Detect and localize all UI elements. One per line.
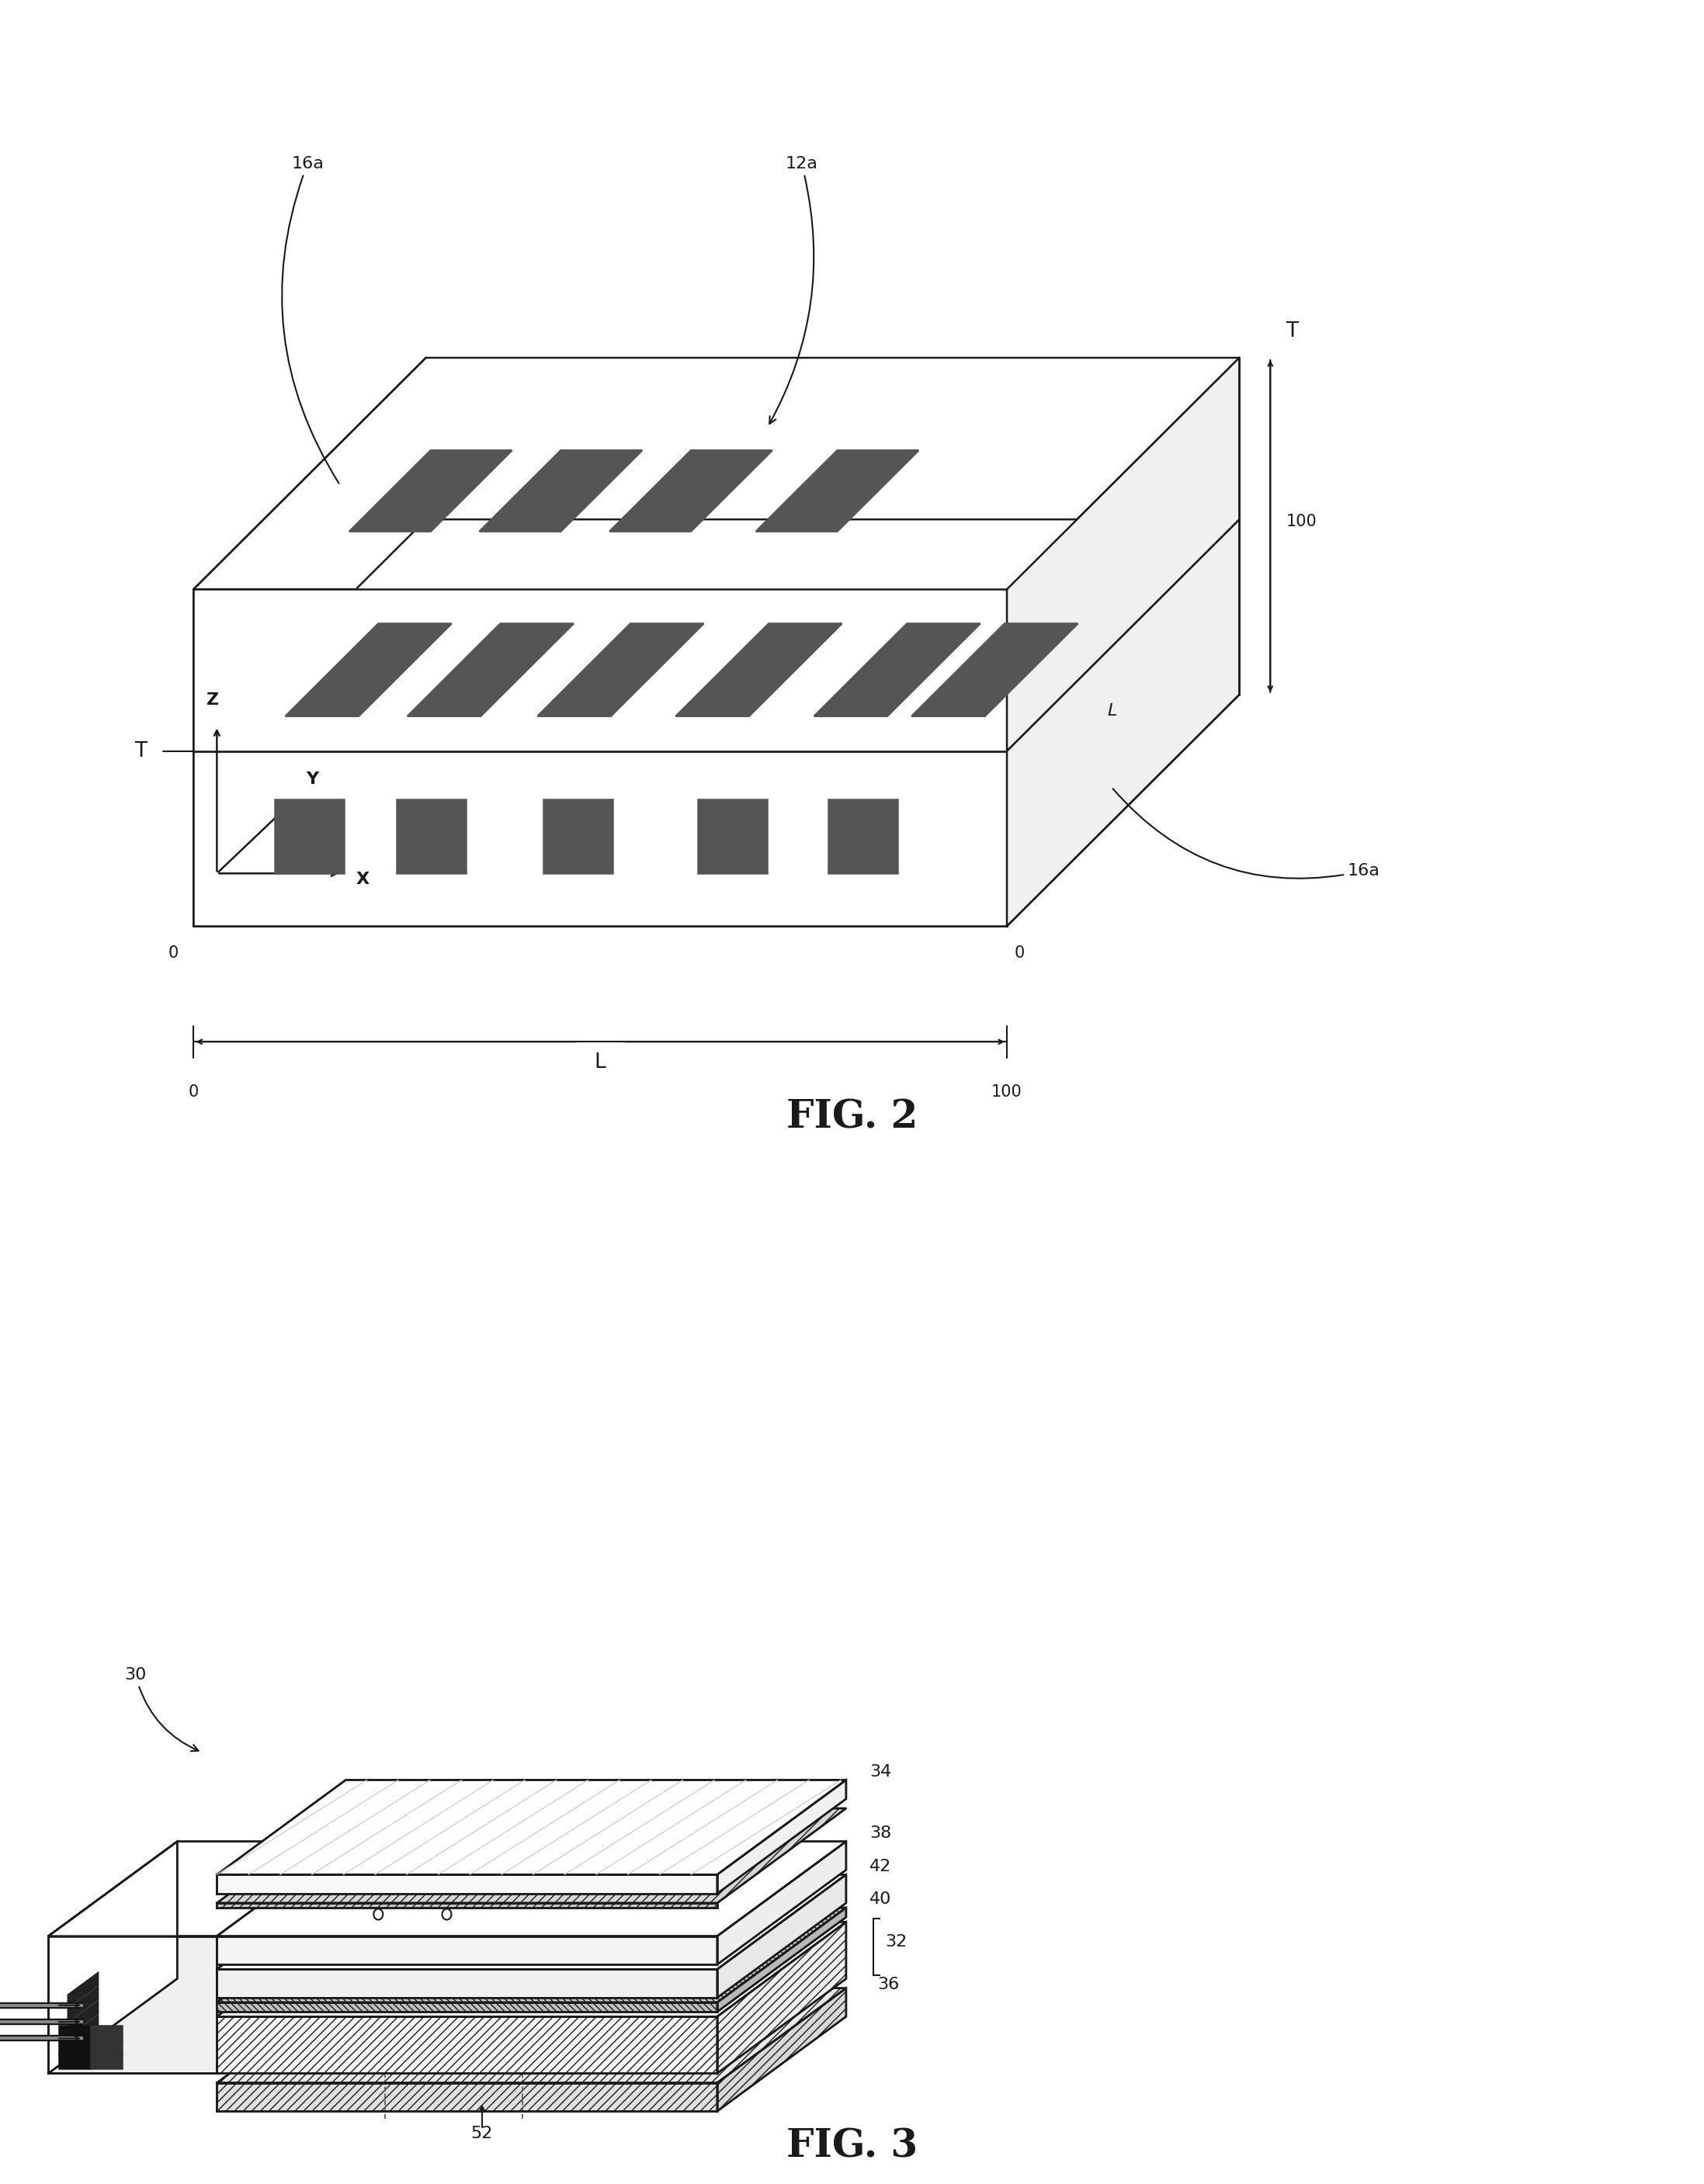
Polygon shape bbox=[465, 1950, 516, 1961]
Text: Y: Y bbox=[307, 771, 319, 786]
Polygon shape bbox=[341, 1961, 417, 1983]
Polygon shape bbox=[757, 450, 918, 531]
Text: 50: 50 bbox=[775, 1955, 840, 1977]
Polygon shape bbox=[216, 1970, 717, 1998]
Text: 38: 38 bbox=[869, 1826, 891, 1841]
Polygon shape bbox=[717, 1922, 847, 2073]
Polygon shape bbox=[48, 1841, 346, 1935]
Polygon shape bbox=[216, 1841, 847, 1935]
Polygon shape bbox=[445, 1966, 498, 1977]
Polygon shape bbox=[90, 2055, 123, 2068]
Polygon shape bbox=[194, 751, 1007, 926]
Text: T: T bbox=[1287, 321, 1298, 341]
Text: 0: 0 bbox=[169, 946, 179, 961]
Polygon shape bbox=[48, 1841, 177, 2073]
Polygon shape bbox=[216, 1780, 847, 1874]
Polygon shape bbox=[545, 1961, 624, 1983]
Polygon shape bbox=[60, 2027, 90, 2040]
Polygon shape bbox=[1007, 520, 1239, 926]
Polygon shape bbox=[60, 2055, 90, 2068]
Text: 32: 32 bbox=[884, 1935, 907, 1950]
Text: 16a: 16a bbox=[1113, 788, 1380, 878]
Text: 12a: 12a bbox=[770, 155, 818, 424]
Polygon shape bbox=[513, 1966, 566, 1977]
Polygon shape bbox=[377, 1966, 428, 1977]
Polygon shape bbox=[216, 1808, 847, 1902]
Text: X: X bbox=[356, 871, 370, 887]
Polygon shape bbox=[610, 450, 772, 531]
Polygon shape bbox=[416, 1937, 469, 1948]
Text: 34: 34 bbox=[869, 1765, 891, 1780]
Polygon shape bbox=[216, 2084, 717, 2112]
Polygon shape bbox=[397, 1950, 448, 1961]
Polygon shape bbox=[216, 1987, 847, 2084]
Polygon shape bbox=[1007, 358, 1239, 751]
Text: X: X bbox=[290, 2001, 307, 2020]
Polygon shape bbox=[216, 1902, 717, 1909]
Polygon shape bbox=[409, 1961, 486, 1983]
Polygon shape bbox=[90, 2040, 123, 2055]
Polygon shape bbox=[717, 1987, 847, 2112]
Text: 0: 0 bbox=[1014, 946, 1024, 961]
Text: 42: 42 bbox=[869, 1859, 891, 1874]
Text: 100: 100 bbox=[992, 1083, 1022, 1099]
Polygon shape bbox=[699, 799, 767, 874]
Polygon shape bbox=[717, 1780, 847, 1894]
Text: 30: 30 bbox=[124, 1666, 198, 1752]
Polygon shape bbox=[397, 799, 467, 874]
Polygon shape bbox=[216, 1922, 847, 2016]
Polygon shape bbox=[477, 1961, 554, 1983]
Polygon shape bbox=[815, 625, 980, 716]
Text: 36: 36 bbox=[878, 1977, 900, 1992]
Text: 0: 0 bbox=[189, 1083, 199, 1099]
Text: FIG. 3: FIG. 3 bbox=[786, 2127, 918, 2167]
Polygon shape bbox=[676, 625, 842, 716]
Polygon shape bbox=[194, 590, 1007, 751]
Polygon shape bbox=[48, 1935, 216, 2073]
Polygon shape bbox=[912, 625, 1077, 716]
Polygon shape bbox=[486, 1937, 537, 1948]
Polygon shape bbox=[274, 799, 344, 874]
Text: 16a: 16a bbox=[281, 155, 339, 483]
Text: T: T bbox=[135, 740, 147, 760]
Text: 44: 44 bbox=[302, 1832, 390, 1915]
Polygon shape bbox=[194, 520, 1239, 751]
Polygon shape bbox=[216, 2003, 717, 2011]
Polygon shape bbox=[407, 625, 574, 716]
Polygon shape bbox=[216, 1874, 847, 1970]
Polygon shape bbox=[828, 799, 896, 874]
Polygon shape bbox=[544, 799, 612, 874]
Polygon shape bbox=[349, 450, 511, 531]
Text: 50: 50 bbox=[60, 1992, 133, 2033]
Text: L: L bbox=[595, 1053, 607, 1072]
Polygon shape bbox=[717, 1841, 847, 1966]
Text: Z: Z bbox=[160, 1887, 174, 1909]
Polygon shape bbox=[194, 358, 1239, 590]
Polygon shape bbox=[717, 1874, 847, 1998]
Text: Z: Z bbox=[206, 692, 220, 708]
Text: 52: 52 bbox=[470, 2125, 492, 2143]
Polygon shape bbox=[285, 625, 452, 716]
Polygon shape bbox=[68, 2016, 97, 2049]
Polygon shape bbox=[68, 1987, 97, 2020]
Polygon shape bbox=[554, 1937, 605, 1948]
Text: Y: Y bbox=[131, 1946, 147, 1966]
Polygon shape bbox=[533, 1950, 584, 1961]
Polygon shape bbox=[479, 450, 642, 531]
Polygon shape bbox=[68, 2001, 97, 2035]
Text: 100: 100 bbox=[1287, 513, 1317, 529]
Text: FIG. 2: FIG. 2 bbox=[786, 1099, 918, 1136]
Text: 40: 40 bbox=[869, 1891, 891, 1907]
Polygon shape bbox=[216, 1909, 847, 2003]
Polygon shape bbox=[537, 625, 704, 716]
Polygon shape bbox=[216, 2016, 717, 2073]
Polygon shape bbox=[216, 1935, 717, 1966]
Polygon shape bbox=[60, 2040, 90, 2055]
Polygon shape bbox=[717, 1909, 847, 2011]
Polygon shape bbox=[90, 2027, 123, 2040]
Polygon shape bbox=[216, 1874, 717, 1894]
Polygon shape bbox=[68, 1972, 97, 2007]
Text: 44: 44 bbox=[564, 1815, 613, 1889]
Text: L: L bbox=[1108, 703, 1118, 719]
